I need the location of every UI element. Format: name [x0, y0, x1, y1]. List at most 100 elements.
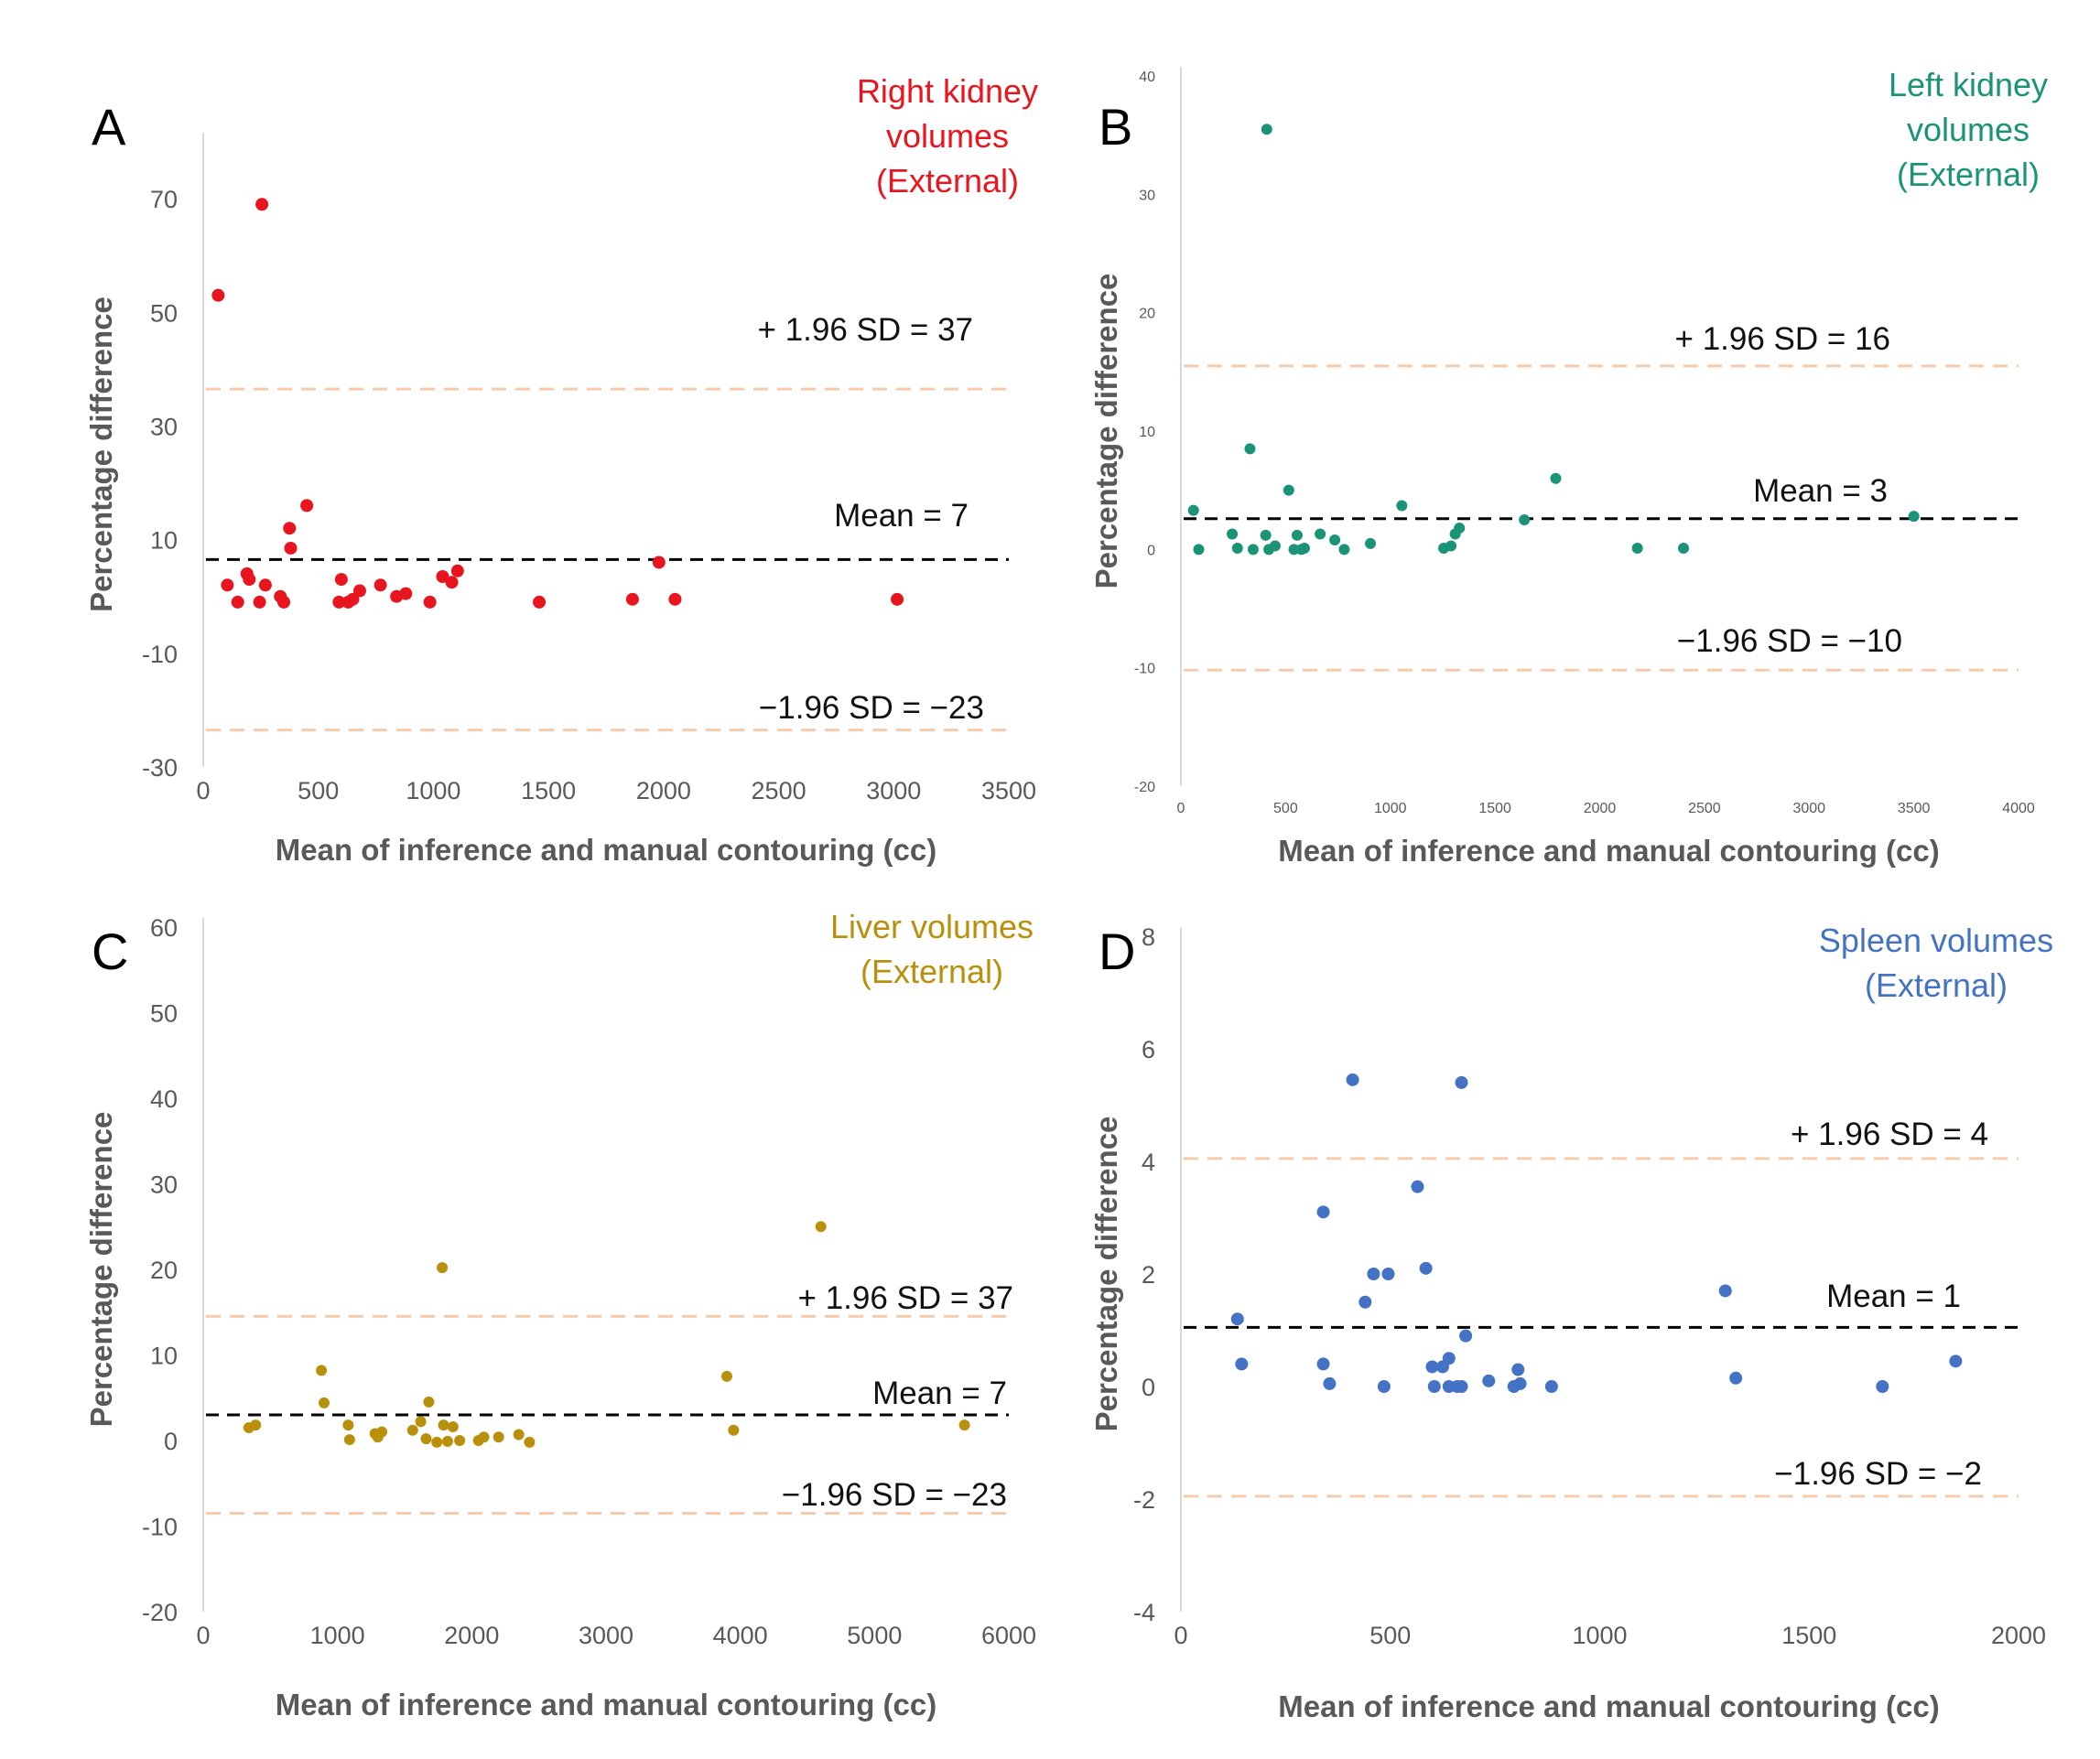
data-point [438, 1419, 449, 1431]
data-point [668, 592, 682, 606]
y-tick-label: 60 [150, 914, 178, 942]
data-point [1455, 1075, 1468, 1089]
x-tick-label: 2500 [752, 777, 806, 804]
data-point [415, 1416, 427, 1428]
data-point [652, 556, 666, 569]
y-tick-label: 4 [1142, 1149, 1155, 1176]
data-point [319, 1397, 330, 1408]
mean-label: Mean = 7 [834, 498, 969, 534]
y-tick-label: -10 [1134, 662, 1155, 677]
y-tick-label: 8 [1142, 923, 1155, 951]
data-point [1298, 543, 1310, 555]
data-point [231, 595, 244, 609]
y-tick-label: 0 [1142, 1374, 1155, 1401]
y-tick-label: 0 [1147, 543, 1155, 558]
y-tick-label: 50 [150, 299, 178, 327]
x-axis-title: Mean of inference and manual contouring … [276, 1688, 936, 1721]
data-point [316, 1365, 328, 1376]
data-point [342, 1419, 354, 1431]
data-point [1550, 472, 1562, 484]
panel-letter: A [92, 98, 126, 156]
data-point [1230, 1312, 1244, 1326]
data-point [1513, 1376, 1527, 1390]
y-tick-label: 50 [150, 1000, 178, 1028]
x-tick-label: 3000 [579, 1622, 633, 1649]
mean-label: Mean = 3 [1753, 473, 1888, 509]
data-point [346, 592, 360, 606]
x-tick-label: 3500 [981, 777, 1036, 804]
data-point [1678, 543, 1689, 555]
y-tick-label: 30 [150, 413, 178, 440]
x-tick-label: 2000 [1584, 801, 1617, 816]
x-axis-title: Mean of inference and manual contouring … [276, 833, 936, 867]
data-point [1283, 484, 1294, 496]
x-tick-label: 1500 [1781, 1622, 1836, 1649]
panel-letter: C [92, 923, 128, 980]
data-point [1338, 544, 1350, 556]
panel-c: -20 -10 0 10 20 30 40 50 60 0 1000 2000 3000 4000 5000… [84, 908, 1036, 1721]
data-point [1445, 540, 1457, 552]
lower-limit-label: −1.96 SD = −10 [1677, 623, 1902, 659]
y-tick-label: -30 [142, 754, 178, 782]
y-tick-label: -10 [142, 1514, 178, 1541]
data-point [1365, 537, 1377, 549]
x-tick-label: 0 [1177, 801, 1185, 816]
data-point [1454, 523, 1466, 534]
data-point [447, 1421, 459, 1433]
y-tick-label: 40 [1139, 70, 1155, 85]
data-point [1235, 1357, 1249, 1371]
y-tick-label: 6 [1142, 1036, 1155, 1063]
data-point [1876, 1380, 1889, 1393]
data-point [1482, 1374, 1496, 1387]
chart-title-line: (External) [1865, 966, 2008, 1004]
data-point [625, 592, 639, 606]
upper-limit-label: + 1.96 SD = 4 [1791, 1117, 1988, 1152]
x-tick-label: 2500 [1688, 801, 1721, 816]
x-tick-label: 4000 [713, 1622, 768, 1649]
data-point [1396, 500, 1408, 512]
y-tick-label: 20 [1139, 307, 1155, 322]
panel-b: -20 -10 0 10 20 30 40 0 500 1000 1500 2000 2500 3000 3… [1089, 66, 2048, 868]
x-tick-label: 3500 [1898, 801, 1931, 816]
x-tick-label: 1500 [1478, 801, 1511, 816]
data-point [211, 288, 225, 302]
x-tick-label: 2000 [444, 1622, 499, 1649]
y-tick-label: 10 [150, 527, 178, 555]
chart-title-line: (External) [876, 162, 1019, 200]
y-axis-title: Percentage difference [84, 1112, 118, 1428]
data-point [1261, 124, 1272, 135]
data-point [1459, 1329, 1473, 1343]
data-point [1315, 528, 1326, 540]
lower-limit-label: −1.96 SD = −23 [759, 690, 984, 726]
upper-limit-label: + 1.96 SD = 37 [758, 312, 973, 348]
data-point [1519, 514, 1531, 525]
data-point [332, 595, 346, 609]
data-point [815, 1221, 827, 1233]
data-point [1269, 540, 1281, 552]
data-point [406, 1424, 418, 1436]
data-point [334, 573, 348, 587]
data-point [1419, 1261, 1433, 1275]
data-point [1187, 504, 1199, 516]
data-point [1323, 1376, 1337, 1390]
y-axis-title: Percentage difference [1089, 274, 1123, 589]
data-point [1729, 1371, 1743, 1385]
chart-title-line: volumes [886, 117, 1009, 155]
data-point [300, 499, 314, 513]
y-tick-label: -20 [142, 1599, 178, 1626]
y-tick-label: -10 [142, 641, 178, 668]
data-point [524, 1436, 536, 1448]
data-point [1316, 1205, 1330, 1219]
panel-letter: B [1099, 98, 1132, 156]
y-tick-label: 70 [150, 186, 178, 213]
data-point [437, 1262, 449, 1274]
mean-label: Mean = 7 [872, 1376, 1007, 1411]
upper-limit-label: + 1.96 SD = 37 [798, 1280, 1013, 1316]
chart-title-line: (External) [1897, 156, 2040, 193]
x-tick-label: 0 [196, 777, 210, 804]
x-tick-label: 1000 [310, 1622, 365, 1649]
data-point [478, 1431, 490, 1443]
y-axis-title: Percentage difference [84, 297, 118, 612]
data-point [436, 569, 449, 583]
